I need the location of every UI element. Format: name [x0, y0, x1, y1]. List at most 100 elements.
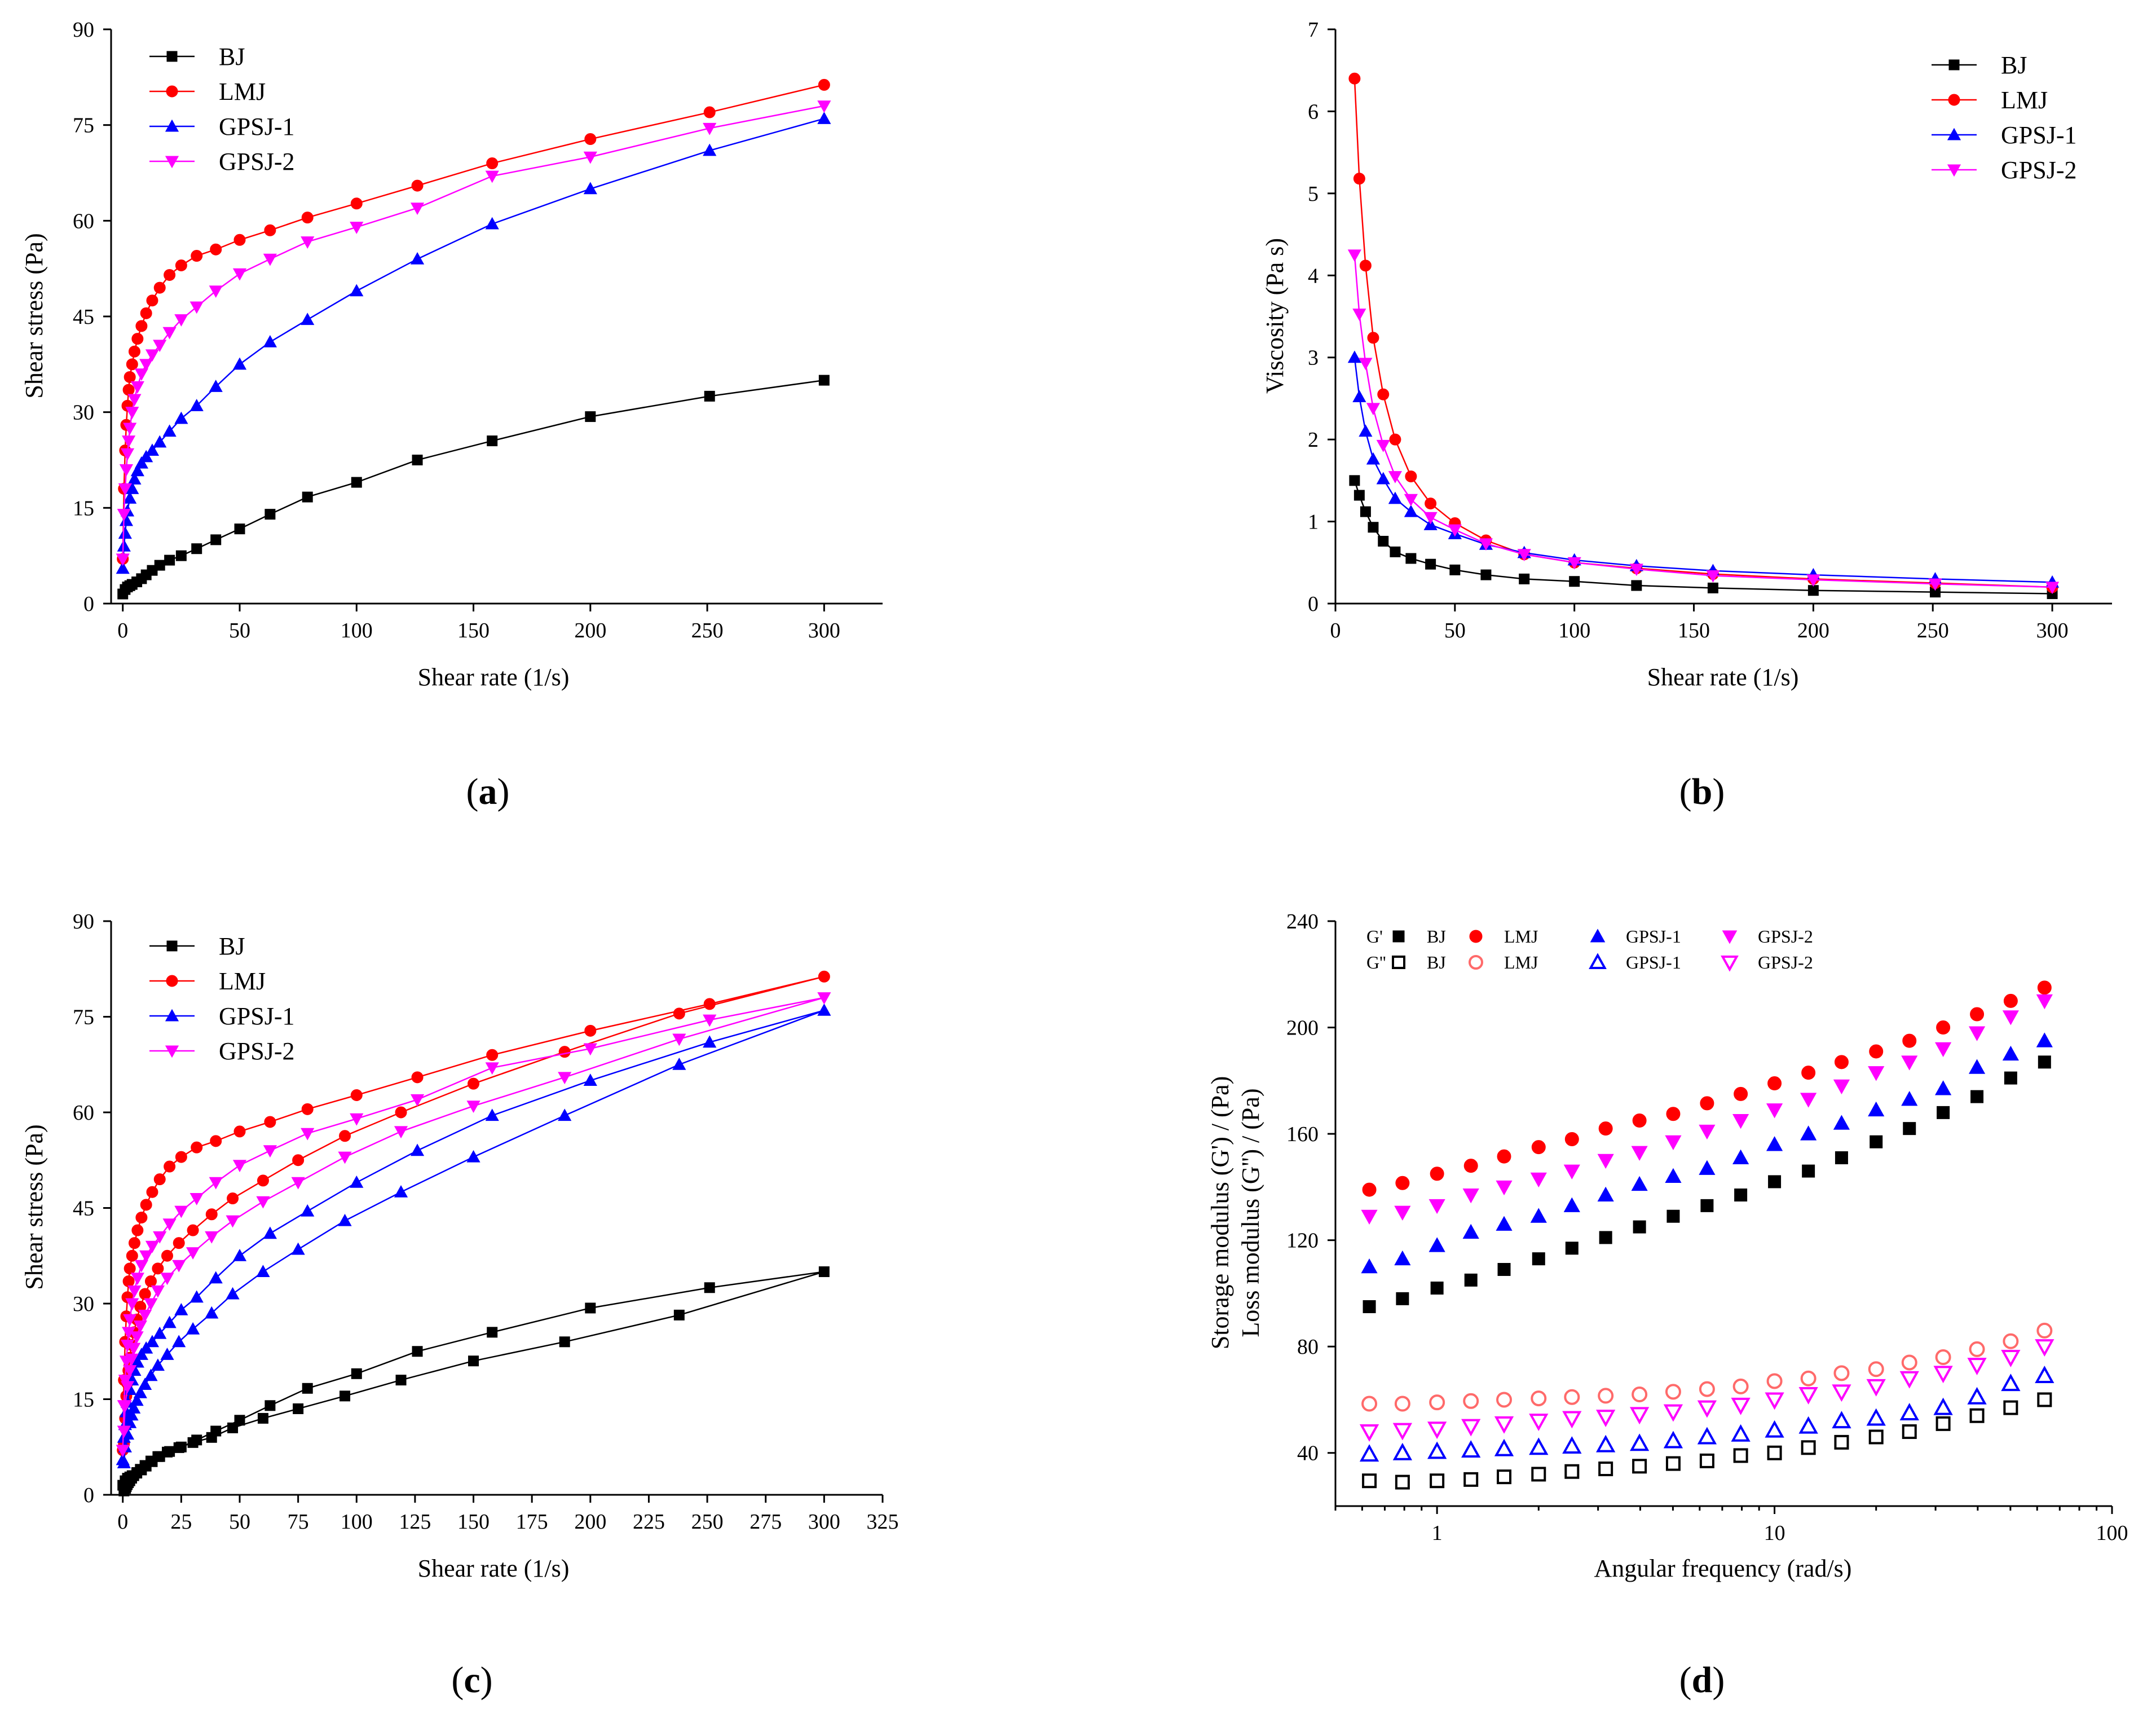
y-tick-label: 1	[1308, 510, 1319, 534]
chart-c-x-axis-label: Shear rate (1/s)	[418, 1555, 570, 1582]
data-point-lmj	[161, 1249, 173, 1262]
legend-label-gpsj-2: GPSJ-2	[2001, 156, 2077, 184]
data-point-gpsj-1-storage	[1766, 1136, 1783, 1151]
data-point-gpsj-2	[350, 1113, 364, 1126]
x-tick-label: 200	[574, 619, 606, 642]
data-point-gpsj-1-storage	[1868, 1101, 1885, 1117]
x-tick-label: 50	[229, 1510, 250, 1534]
x-tick-label: 300	[2036, 619, 2069, 642]
data-point-gpsj-2	[174, 314, 188, 327]
data-point-gpsj-1	[153, 1326, 167, 1339]
data-point-gpsj-2-storage	[1732, 1114, 1749, 1129]
data-point-lmj	[191, 250, 203, 262]
data-point-bj-loss	[1430, 1473, 1445, 1489]
data-point-gpsj-2	[127, 1343, 141, 1355]
series-bj	[117, 1266, 830, 1496]
data-point-gpsj-2	[672, 1033, 686, 1046]
data-point-gpsj-2-loss	[1765, 1392, 1784, 1410]
data-point-gpsj-2	[338, 1151, 352, 1164]
data-point-gpsj-1	[583, 182, 597, 195]
data-point-lmj	[1353, 173, 1365, 185]
data-point-gpsj-1	[145, 1335, 160, 1348]
data-point-gpsj-1-loss	[1596, 1434, 1616, 1452]
data-point-bj-loss	[2037, 1392, 2052, 1407]
data-point-lmj-loss	[1800, 1370, 1816, 1387]
data-point-gpsj-1	[123, 491, 137, 504]
chart-a-y-axis-label: Shear stress (Pa)	[20, 233, 48, 398]
data-point-gpsj-2	[160, 1273, 174, 1286]
data-point-bj-storage	[1937, 1106, 1950, 1119]
data-point-bj	[164, 554, 175, 566]
data-point-bj	[1360, 506, 1371, 517]
data-point-gpsj-1	[189, 399, 204, 411]
data-point-lmj	[164, 269, 176, 281]
data-point-lmj-loss	[2003, 1333, 2019, 1349]
data-point-lmj-loss	[1969, 1341, 1985, 1357]
data-point-lmj	[205, 1208, 218, 1221]
data-point-lmj-loss	[1361, 1396, 1378, 1412]
data-point-gpsj-2	[117, 509, 131, 521]
data-point-gpsj-1	[174, 1303, 188, 1315]
data-point-gpsj-2	[145, 1240, 160, 1253]
legend-label-bj: BJ	[1427, 926, 1446, 947]
y-tick-label: 6	[1308, 100, 1319, 124]
data-point-gpsj-1	[703, 143, 717, 156]
series-lmj	[117, 78, 830, 565]
data-point-bj-loss	[1362, 1473, 1377, 1489]
x-tick-label: 300	[808, 619, 840, 642]
chart-c-ticks: 0 25 50 75 100 125 150 175 200 225 250 275 300 325 0 15…	[73, 910, 899, 1534]
data-point-bj	[1390, 546, 1401, 557]
chart-d-y-axis-label-loss: Loss modulus (G'') / (Pa)	[1237, 1088, 1264, 1337]
data-point-gpsj-2	[125, 1298, 139, 1311]
data-point-bj	[340, 1390, 351, 1402]
data-point-gpsj-2	[118, 1400, 132, 1413]
data-point-bj-storage	[1700, 1199, 1714, 1212]
data-point-lmj	[486, 157, 499, 170]
data-point-gpsj-2	[139, 1250, 153, 1263]
data-point-lmj-loss	[1496, 1392, 1513, 1408]
data-point-bj-loss	[1868, 1429, 1884, 1445]
data-point-gpsj-1	[151, 1358, 165, 1371]
series-gpsj-2-loss	[1359, 1339, 2054, 1442]
data-point-lmj	[264, 224, 276, 236]
data-point-gpsj-1-loss	[2001, 1374, 2021, 1392]
data-point-gpsj-1-loss	[1494, 1438, 1514, 1456]
data-point-gpsj-2	[350, 222, 364, 234]
data-point-bj-loss	[2003, 1400, 2018, 1415]
data-point-gpsj-2	[127, 394, 142, 407]
data-point-gpsj-1	[301, 312, 315, 325]
legend-label-gpsj-2: GPSJ-2	[219, 148, 295, 175]
x-tick-label: 250	[691, 1510, 724, 1534]
data-point-gpsj-2	[119, 464, 134, 477]
data-point-bj	[1353, 490, 1365, 501]
y-tick-label: 90	[73, 910, 94, 934]
data-point-gpsj-2-loss	[1529, 1414, 1549, 1432]
data-point-gpsj-2-storage	[1766, 1103, 1783, 1119]
data-point-gpsj-2	[485, 1062, 499, 1075]
data-point-gpsj-1	[410, 1143, 425, 1156]
panel-d-label: (d)	[1679, 1660, 1725, 1701]
data-point-gpsj-1-loss	[1461, 1440, 1481, 1458]
data-point-bj-loss	[1902, 1424, 1917, 1440]
y-tick-label: 0	[1308, 592, 1319, 616]
data-point-gpsj-2-storage	[1597, 1154, 1614, 1169]
legend-label-gpsj-1: GPSJ-1	[219, 113, 295, 140]
data-point-gpsj-1	[130, 1355, 144, 1368]
legend-marker-gpsj-1-loss	[1589, 953, 1607, 969]
data-point-lmj-storage	[1632, 1113, 1647, 1128]
data-point-gpsj-2	[1404, 494, 1418, 507]
data-point-bj	[154, 560, 165, 571]
data-point-gpsj-1-loss	[2035, 1366, 2054, 1384]
data-point-gpsj-2	[116, 1445, 130, 1458]
data-point-lmj-storage	[1834, 1055, 1849, 1069]
data-point-bj	[559, 1336, 570, 1348]
data-point-gpsj-1	[263, 1226, 277, 1239]
data-point-bj	[585, 1302, 596, 1314]
data-point-lmj	[140, 307, 152, 319]
data-point-lmj	[153, 1173, 166, 1186]
chart-a-x-axis-label: Shear rate (1/s)	[418, 663, 570, 691]
data-point-lmj	[301, 212, 314, 224]
legend-marker-bj	[166, 51, 178, 62]
data-point-bj	[468, 1355, 479, 1367]
